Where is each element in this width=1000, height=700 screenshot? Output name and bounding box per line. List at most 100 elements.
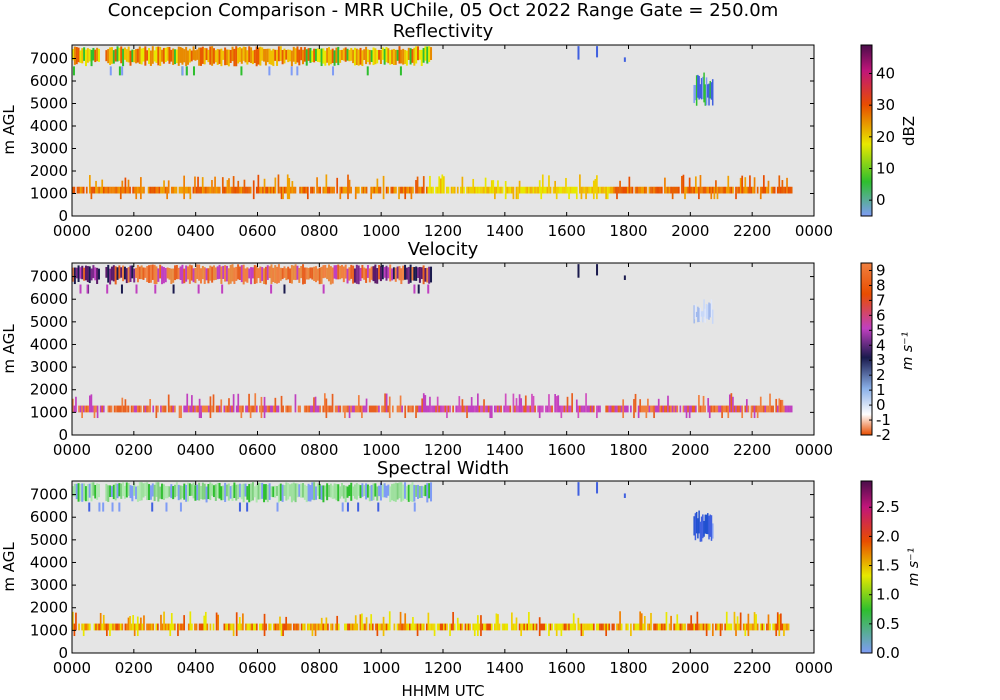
band-column (382, 175, 385, 200)
band-column (569, 186, 572, 194)
band-column (552, 186, 555, 194)
band-column (140, 405, 142, 413)
cloud-column (285, 268, 288, 281)
band-column (81, 623, 83, 631)
band-column (436, 186, 439, 194)
cloud-column (240, 484, 243, 500)
band-column (741, 405, 744, 419)
panel-title: Velocity (408, 239, 479, 260)
band-column (668, 405, 671, 413)
cloud-column (244, 46, 247, 63)
cloud-column (84, 49, 87, 67)
band-column (416, 623, 419, 637)
isolated-echo-column (709, 81, 712, 99)
band-column (460, 186, 462, 194)
cloud-column (161, 266, 164, 285)
band-column (534, 405, 536, 413)
band-column (248, 393, 250, 413)
band-column (744, 177, 747, 194)
cloud-column (320, 266, 323, 284)
cloud-column (164, 485, 167, 499)
band-column (691, 623, 694, 631)
band-column (560, 623, 563, 637)
x-tick-label: 1000 (362, 441, 400, 459)
band-column (439, 405, 442, 413)
cloud-column (298, 267, 301, 283)
band-column (119, 186, 122, 200)
cloud-column (381, 484, 384, 498)
isolated-echo-column (699, 307, 702, 322)
cloud-column (181, 485, 184, 498)
band-column (549, 186, 552, 194)
band-column (225, 405, 227, 413)
isolated-echo-column (711, 523, 714, 539)
band-column (143, 186, 145, 194)
cloud-column (209, 482, 212, 501)
band-column (242, 613, 244, 631)
cloud-column (84, 486, 87, 502)
cloud-column (237, 47, 240, 64)
band-column (160, 614, 162, 631)
band-column (297, 623, 300, 631)
band-column (232, 176, 235, 194)
band-column (575, 399, 578, 413)
band-column (204, 405, 207, 413)
band-column (450, 623, 453, 631)
band-column (174, 623, 176, 631)
band-column (317, 186, 320, 194)
band-column (761, 186, 764, 194)
cloud-column (196, 484, 199, 501)
cloud-column (127, 267, 130, 283)
band-column (356, 405, 359, 413)
band-column (164, 186, 167, 194)
cloud-column (94, 49, 97, 63)
band-column (206, 186, 209, 194)
band-column (682, 623, 685, 631)
band-column (586, 405, 589, 413)
cloud-column (400, 482, 403, 502)
band-column (597, 186, 600, 194)
band-column (679, 405, 682, 413)
band-column (432, 186, 434, 194)
x-tick-label: 1200 (424, 441, 462, 459)
band-column (260, 396, 263, 419)
band-column (696, 186, 699, 194)
band-column (667, 186, 669, 194)
band-column (129, 616, 131, 631)
band-column (198, 398, 201, 419)
band-column (487, 186, 490, 194)
band-column (660, 405, 663, 413)
cloud-column (348, 484, 351, 496)
band-column (701, 186, 703, 194)
colorbar-tick-label: 10 (876, 160, 895, 178)
cloud-column (326, 483, 329, 501)
cloud-column (292, 46, 295, 62)
cloud-column (109, 47, 112, 65)
cloud-drip (192, 66, 195, 76)
cloud-column (199, 485, 203, 499)
band-column (175, 186, 178, 194)
band-column (246, 623, 249, 631)
isolated-echo-column (710, 515, 713, 541)
colorbar-label: dBZ (900, 116, 918, 146)
band-column (790, 186, 793, 194)
band-column (481, 623, 484, 631)
band-column (289, 405, 292, 413)
cloud-column (97, 48, 100, 62)
isolated-echo-column (693, 516, 695, 536)
band-column (259, 623, 261, 631)
cloud-column (86, 48, 89, 63)
cloud-column (394, 482, 397, 502)
cloud-column (302, 264, 305, 285)
band-column (432, 623, 434, 631)
plot-area: 0000 0200 0400 0600 0800 1000 1200 1400 1600 1800… (30, 480, 833, 677)
cloud-column (285, 49, 288, 60)
band-column (452, 186, 454, 194)
band-column (643, 616, 646, 631)
band-column (274, 623, 277, 631)
band-column (209, 623, 212, 631)
isolated-echo-column (704, 308, 707, 323)
band-column (214, 176, 216, 194)
sparse-echo (596, 482, 599, 494)
band-column (684, 186, 686, 200)
